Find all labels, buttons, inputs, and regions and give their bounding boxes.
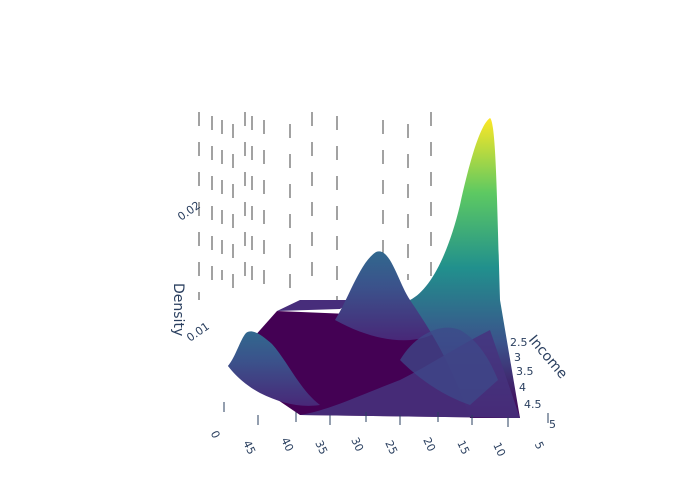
- y-tick-label: 4: [519, 381, 526, 394]
- x-axis-ticks: 0 45 40 35 30 25 20 15 10 5: [208, 402, 549, 459]
- z-tick-label: 0.01: [184, 320, 212, 345]
- surface-back-plateau: [277, 300, 355, 311]
- x-tick-label: 0: [208, 429, 223, 441]
- y-tick-label: 3.5: [516, 365, 534, 378]
- density-surface: [228, 118, 520, 418]
- x-tick-label: 45: [240, 438, 258, 456]
- x-tick-label: 30: [348, 435, 366, 453]
- y-tick-label: 4.5: [524, 398, 542, 411]
- y-tick-label: 2.5: [510, 336, 528, 349]
- x-tick-label: 20: [420, 435, 438, 453]
- y-axis-ticks: 2.5 33.5 4 4.5 5: [510, 336, 556, 431]
- surface-front-bump: [400, 327, 498, 405]
- surface-left-hill: [228, 331, 320, 406]
- x-tick-label: 40: [278, 435, 296, 453]
- y-tick-label: 3: [514, 351, 521, 364]
- x-tick-label: 10: [490, 440, 508, 458]
- grid-lines: [198, 112, 432, 300]
- surface-middle-hill: [335, 251, 440, 341]
- y-tick-label: 5: [549, 418, 556, 431]
- x-tick-label: 35: [312, 438, 330, 456]
- x-tick-label: 25: [382, 438, 400, 456]
- x-tick-label: 15: [454, 438, 472, 456]
- z-axis-title: Density: [170, 283, 186, 336]
- x-tick-label: 5: [532, 440, 547, 452]
